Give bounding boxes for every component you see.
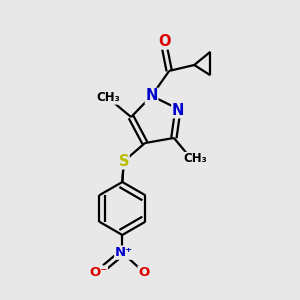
Text: S: S xyxy=(118,154,129,169)
Text: N: N xyxy=(172,103,184,118)
Text: O⁻: O⁻ xyxy=(89,266,107,279)
Text: CH₃: CH₃ xyxy=(183,152,207,166)
Text: N⁺: N⁺ xyxy=(115,246,133,259)
Text: O: O xyxy=(138,266,149,279)
Text: CH₃: CH₃ xyxy=(97,91,121,104)
Text: N: N xyxy=(146,88,158,104)
Text: O: O xyxy=(158,34,171,49)
